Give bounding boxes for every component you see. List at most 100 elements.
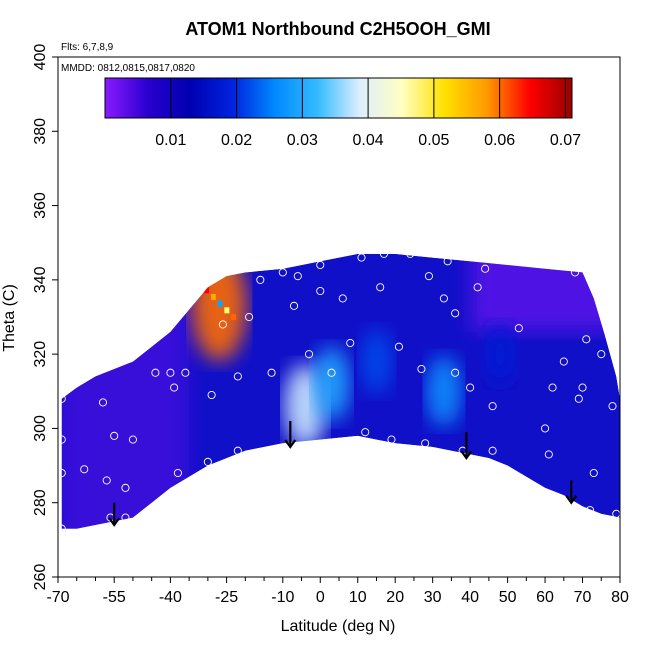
observation-point <box>387 435 396 444</box>
observation-point <box>488 402 497 411</box>
observation-point <box>166 368 175 377</box>
field-pixel <box>204 287 210 294</box>
colorbar-tick-label: 0.05 <box>418 132 449 149</box>
colorbar-tick-label: 0.07 <box>550 132 581 149</box>
observation-point <box>233 446 242 455</box>
observation-point <box>544 450 553 459</box>
observation-point <box>481 264 490 273</box>
observation-point <box>346 338 355 348</box>
x-tick-label: -70 <box>46 589 69 606</box>
x-tick-label: 70 <box>574 589 592 606</box>
field-hotspot <box>426 355 462 427</box>
colorbar-tick-label: 0.04 <box>353 132 384 149</box>
x-tick-label: 40 <box>461 589 479 606</box>
observation-point <box>289 301 299 310</box>
observation-point <box>406 249 415 258</box>
field-region <box>470 253 620 332</box>
observation-point <box>514 324 523 333</box>
observation-point <box>570 268 580 277</box>
y-tick-label: 300 <box>32 415 49 442</box>
observation-point <box>597 350 606 359</box>
heatmap-field <box>61 253 620 529</box>
observation-point <box>245 312 254 322</box>
observation-point <box>421 439 430 448</box>
observation-point <box>256 275 265 284</box>
observation-point <box>233 372 242 381</box>
y-axis: 260 280 300 320 340 360 380 400 <box>32 44 58 590</box>
observation-point <box>173 468 182 478</box>
observation-point <box>278 268 287 277</box>
observation-point <box>181 368 190 377</box>
observation-point <box>110 431 119 440</box>
colorbar-tick-label: 0.06 <box>484 132 515 149</box>
observation-point <box>357 253 366 262</box>
observation-point <box>394 342 403 351</box>
observation-point <box>439 294 448 303</box>
field-pixel <box>231 314 237 321</box>
observation-point <box>424 272 433 281</box>
observation-point <box>338 294 347 303</box>
observation-point <box>466 383 475 392</box>
y-tick-label: 380 <box>32 118 49 145</box>
colorbar: 0.01 0.02 0.03 0.04 0.05 0.06 0.07 <box>104 77 581 149</box>
y-tick-label: 360 <box>32 192 49 219</box>
observation-point <box>585 506 595 515</box>
colorbar-tick-label: 0.02 <box>221 132 252 149</box>
flight-arrow-head <box>565 495 578 505</box>
observation-point <box>376 283 385 292</box>
x-tick-label: 10 <box>349 589 367 606</box>
observation-point <box>361 428 370 437</box>
observation-point <box>541 424 550 433</box>
observation-point <box>417 364 426 374</box>
y-tick-label: 320 <box>32 341 49 368</box>
flight-arrow-head <box>108 517 121 527</box>
x-tick-label: -55 <box>103 589 126 606</box>
observation-point <box>574 394 583 403</box>
observation-point <box>151 368 160 377</box>
observation-point <box>608 402 617 411</box>
field-pixel <box>224 307 230 314</box>
x-tick-label: 30 <box>424 589 442 606</box>
observation-point <box>582 335 591 344</box>
observation-point <box>316 286 325 296</box>
x-tick-label: 80 <box>611 589 629 606</box>
observation-points <box>57 249 621 533</box>
x-tick-label: 50 <box>499 589 517 606</box>
x-tick-label: 0 <box>316 589 325 606</box>
observation-point <box>316 260 325 270</box>
field-pixel <box>210 293 216 300</box>
observation-point <box>548 383 557 392</box>
y-tick-label: 280 <box>32 489 49 516</box>
observation-point <box>443 257 452 266</box>
observation-point <box>170 383 179 392</box>
x-tick-label: -40 <box>159 589 182 606</box>
field-hotspot <box>484 323 516 385</box>
observation-point <box>473 283 482 292</box>
x-tick-label: -10 <box>271 589 294 606</box>
dates-label: MMDD: 0812,0815,0817,0820 <box>61 63 195 74</box>
observation-point <box>293 272 302 281</box>
observation-point <box>451 309 460 318</box>
observation-point <box>207 390 216 400</box>
observation-point <box>98 398 108 407</box>
observation-point <box>488 446 497 455</box>
observation-point <box>559 357 568 366</box>
observation-point <box>102 476 111 485</box>
observation-point <box>80 465 89 474</box>
y-axis-label: Theta (C) <box>1 284 18 352</box>
chart-title: ATOM1 Northbound C2H5OOH_GMI <box>185 19 490 39</box>
observation-point <box>589 468 598 478</box>
observation-point <box>121 483 130 492</box>
flight-arrows <box>108 421 578 527</box>
flight-arrow-head <box>284 439 297 449</box>
colorbar-tick-label: 0.01 <box>155 132 186 149</box>
colorbar-fill <box>104 77 573 119</box>
observation-point <box>218 320 227 329</box>
flights-label: Flts: 6,7,8,9 <box>61 42 114 53</box>
observation-point <box>327 368 336 377</box>
field-hotspot <box>312 346 351 422</box>
flight-arrow-head <box>460 450 473 461</box>
observation-point <box>304 350 314 359</box>
observation-point <box>121 513 130 522</box>
